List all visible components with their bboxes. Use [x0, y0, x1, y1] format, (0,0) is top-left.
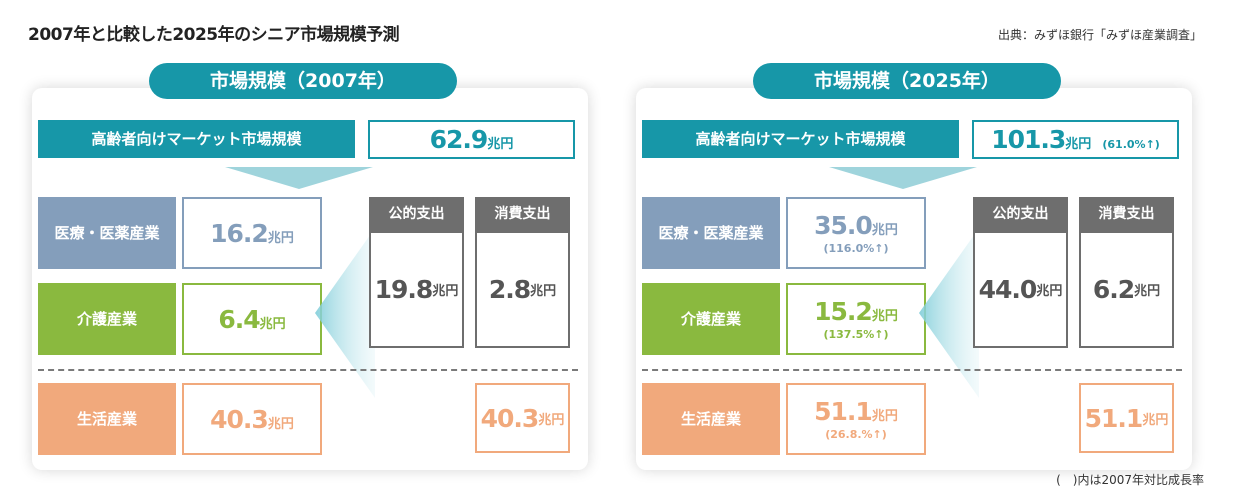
medical-number: 16.2 [210, 218, 269, 248]
down-arrow-icon [829, 167, 977, 189]
medical-number: 35.0 [814, 211, 873, 240]
unit-label: 兆円 [487, 137, 514, 152]
life-number: 40.3 [210, 404, 269, 434]
footnote: ( )内は2007年対比成長率 [1056, 473, 1204, 487]
unit-label: 兆円 [1065, 137, 1092, 152]
value-care: 15.2兆円 (137.5%↑) [786, 283, 926, 355]
panel-title: 市場規模（2007年） [149, 63, 457, 99]
consumer-expenditure-header: 消費支出 [475, 197, 570, 231]
value-medical: 16.2兆円 [182, 197, 322, 269]
market-total-value: 62.9兆円 [368, 120, 575, 159]
unit-label: 兆円 [871, 223, 898, 238]
unit-label: 兆円 [1036, 284, 1063, 299]
public-number: 44.0 [978, 275, 1038, 304]
panel-2007: 市場規模（2007年） 高齢者向けマーケット市場規模 62.9兆円 医療・医薬産… [32, 63, 588, 470]
life-right-number: 40.3 [480, 403, 540, 433]
total-number: 62.9 [429, 125, 489, 154]
unit-label: 兆円 [1142, 412, 1169, 428]
source-note: 出典：みずほ銀行「みずほ産業調査」 [997, 28, 1202, 42]
life-number: 51.1 [814, 397, 873, 426]
market-total-label: 高齢者向けマーケット市場規模 [38, 120, 355, 158]
life-consumer-value: 51.1 兆円 [1079, 383, 1174, 453]
life-right-number: 51.1 [1084, 403, 1144, 433]
unit-label: 兆円 [1134, 284, 1161, 299]
life-consumer-value: 40.3 兆円 [475, 383, 570, 453]
public-expenditure-header: 公的支出 [973, 197, 1068, 231]
value-medical: 35.0兆円 (116.0%↑) [786, 197, 926, 269]
category-care: 介護産業 [642, 283, 780, 355]
consumer-expenditure-value: 2.8 兆円 [475, 231, 570, 348]
life-growth: (26.8.%↑) [825, 428, 887, 441]
consumer-number: 2.8 [488, 275, 531, 304]
category-medical: 医療・医薬産業 [38, 197, 176, 269]
consumer-expenditure-value: 6.2 兆円 [1079, 231, 1174, 348]
category-care: 介護産業 [38, 283, 176, 355]
value-care: 6.4兆円 [182, 283, 322, 355]
panel-title: 市場規模（2025年） [753, 63, 1061, 99]
panel-2025: 市場規模（2025年） 高齢者向けマーケット市場規模 101.3兆円 (61.0… [636, 63, 1192, 470]
public-expenditure-value: 44.0 兆円 [973, 231, 1068, 348]
value-life: 40.3兆円 [182, 383, 322, 455]
dashed-divider [642, 369, 1182, 371]
total-growth: (61.0%↑) [1102, 138, 1160, 151]
unit-label: 兆円 [871, 409, 898, 424]
consumer-number: 6.2 [1092, 275, 1135, 304]
category-medical: 医療・医薬産業 [642, 197, 780, 269]
public-expenditure-value: 19.8 兆円 [369, 231, 464, 348]
care-number: 6.4 [218, 304, 260, 334]
market-total-value: 101.3兆円 (61.0%↑) [972, 120, 1179, 159]
unit-label: 兆円 [538, 412, 565, 428]
category-life: 生活産業 [642, 383, 780, 455]
unit-label: 兆円 [432, 284, 459, 299]
unit-label: 兆円 [267, 230, 294, 246]
unit-label: 兆円 [530, 284, 557, 299]
unit-label: 兆円 [267, 416, 294, 432]
funnel-arrow-icon [315, 228, 375, 398]
down-arrow-icon [225, 167, 373, 189]
public-expenditure-header: 公的支出 [369, 197, 464, 231]
market-total-label: 高齢者向けマーケット市場規模 [642, 120, 959, 158]
medical-growth: (116.0%↑) [823, 242, 889, 255]
page-title: 2007年と比較した2025年のシニア市場規模予測 [28, 25, 400, 45]
unit-label: 兆円 [259, 316, 286, 332]
total-number: 101.3 [991, 125, 1066, 154]
care-growth: (137.5%↑) [823, 328, 889, 341]
public-number: 19.8 [374, 275, 434, 304]
consumer-expenditure-header: 消費支出 [1079, 197, 1174, 231]
value-life: 51.1兆円 (26.8.%↑) [786, 383, 926, 455]
funnel-arrow-icon [919, 228, 979, 398]
dashed-divider [38, 369, 578, 371]
care-number: 15.2 [814, 297, 873, 326]
unit-label: 兆円 [871, 309, 898, 324]
category-life: 生活産業 [38, 383, 176, 455]
